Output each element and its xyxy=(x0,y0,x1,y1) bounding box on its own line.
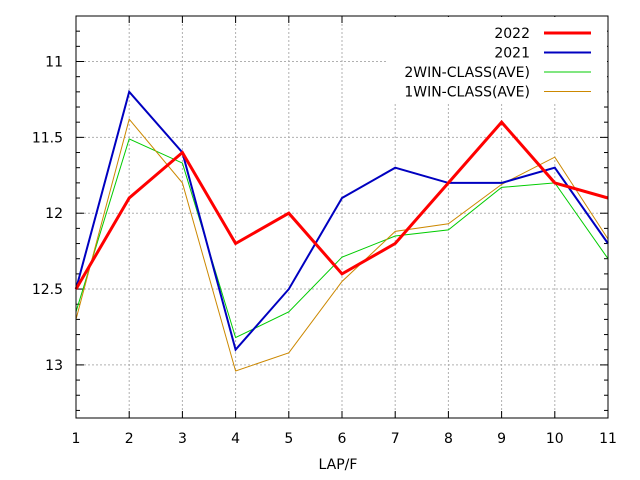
legend-label: 1WIN-CLASS(AVE) xyxy=(404,85,530,101)
x-tick-label: 6 xyxy=(338,431,347,447)
y-tick-label: 12.5 xyxy=(32,282,63,298)
x-tick-label: 3 xyxy=(178,431,187,447)
x-tick-label: 10 xyxy=(546,431,564,447)
x-tick-label: 9 xyxy=(497,431,506,447)
grid xyxy=(76,16,608,418)
series-lines xyxy=(74,89,609,372)
x-tick-label: 11 xyxy=(599,431,617,447)
y-tick-label: 12 xyxy=(45,206,63,222)
y-tick-label: 11.5 xyxy=(32,130,63,146)
series-line-2021 xyxy=(75,89,609,352)
series-line-1win-class-ave- xyxy=(75,118,609,372)
x-tick-label: 5 xyxy=(284,431,293,447)
x-tick-label: 2 xyxy=(125,431,134,447)
x-tick-label: 4 xyxy=(231,431,240,447)
legend-background xyxy=(386,17,607,103)
x-tick-label: 8 xyxy=(444,431,453,447)
x-tick-label: 1 xyxy=(72,431,81,447)
plot-frame xyxy=(75,15,609,419)
legend-label: 2021 xyxy=(494,46,530,62)
series-line-2win-class-ave- xyxy=(75,138,609,339)
legend: 2022 2021 2WIN-CLASS(AVE) 1WIN-CLASS(AVE) xyxy=(404,26,591,101)
y-tick-label: 13 xyxy=(45,358,63,374)
series-line-2022 xyxy=(74,119,609,290)
y-tick-label: 11 xyxy=(45,55,63,71)
legend-label: 2WIN-CLASS(AVE) xyxy=(404,65,530,81)
legend-label: 2022 xyxy=(494,26,530,42)
x-axis-label: LAP/F xyxy=(319,457,358,473)
x-tick-label: 7 xyxy=(391,431,400,447)
